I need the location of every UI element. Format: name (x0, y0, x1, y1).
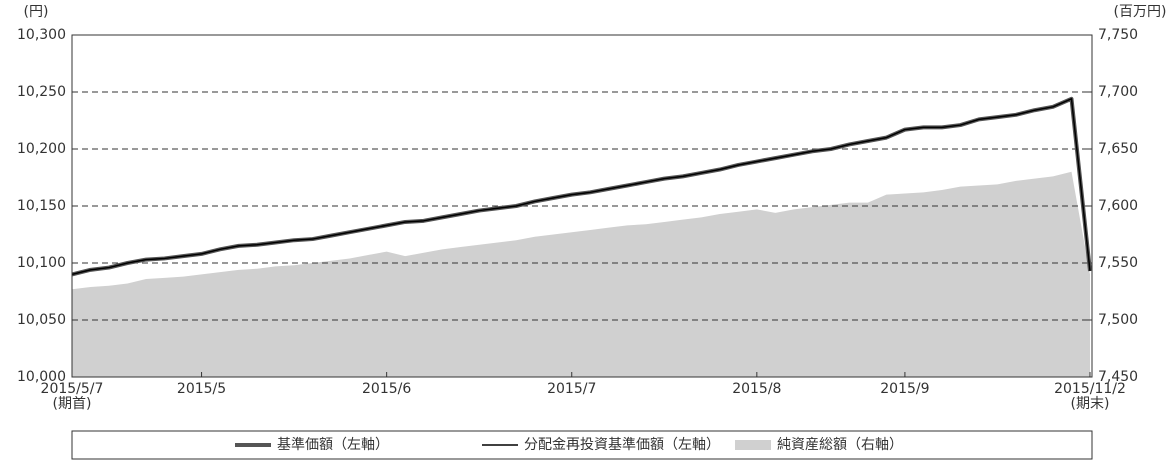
x-tick-label: 2015/7 (547, 381, 597, 397)
y2-tick-label: 7,750 (1098, 27, 1138, 43)
x-tick-label: 2015/5/7 (期首) (40, 381, 104, 412)
line (71, 98, 1091, 276)
legend-label: 基準価額（左軸） (277, 436, 389, 453)
y-axis-label: (円) (24, 4, 49, 20)
x-tick-label: 2015/5 (176, 381, 227, 397)
y-tick-label: 10,150 (17, 198, 66, 214)
legend-label: 分配金再投資基準価額（左軸） (524, 436, 720, 453)
area (72, 171, 1090, 377)
legend-swatch (735, 440, 771, 450)
y-tick-label: 10,100 (17, 255, 66, 271)
y2-tick-label: 7,450 (1098, 369, 1138, 385)
y-tick-label: 10,000 (17, 369, 66, 385)
y2-tick-label: 7,650 (1098, 141, 1138, 157)
y-tick-label: 10,050 (17, 312, 66, 328)
y-tick-label: 10,300 (17, 27, 66, 43)
y-tick-label: 10,250 (17, 84, 66, 100)
y2-tick-label: 7,550 (1098, 255, 1138, 271)
y2-tick-label: 7,500 (1098, 312, 1138, 328)
y-tick-label: 10,200 (17, 141, 66, 157)
legend-label: 純資産総額（右軸） (777, 437, 903, 453)
x-tick-label: 2015/9 (880, 381, 930, 397)
plot-frame (71, 34, 1093, 378)
y2-axis-label: (百万円) (1114, 4, 1167, 20)
y2-tick-label: 7,700 (1098, 84, 1138, 100)
x-tick-label: 2015/11/2 (期末) (1054, 381, 1126, 412)
y2-tick-label: 7,600 (1098, 198, 1138, 214)
x-tick-label: 2015/6 (362, 381, 412, 397)
x-tick-label: 2015/8 (732, 381, 782, 397)
